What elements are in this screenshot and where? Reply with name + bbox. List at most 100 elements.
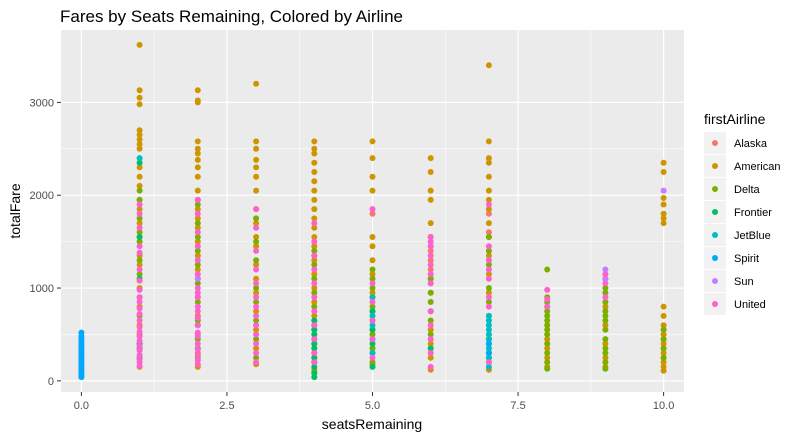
- data-point: [136, 261, 143, 268]
- data-point: [136, 317, 143, 324]
- data-point: [136, 127, 143, 134]
- data-point: [253, 206, 260, 213]
- legend-swatch: [712, 140, 718, 146]
- data-point: [253, 173, 260, 180]
- data-point: [369, 350, 376, 356]
- data-point: [602, 312, 609, 319]
- data-point: [194, 138, 201, 145]
- data-point: [311, 289, 318, 296]
- data-point: [136, 363, 143, 369]
- data-point: [660, 322, 667, 329]
- data-point: [369, 275, 376, 282]
- data-point: [485, 275, 492, 282]
- data-point: [427, 169, 434, 175]
- data-point: [369, 266, 376, 273]
- data-point: [194, 187, 201, 194]
- data-point: [194, 340, 201, 347]
- data-point: [136, 243, 143, 250]
- data-point: [485, 187, 492, 194]
- data-point: [369, 317, 376, 324]
- y-axis: 0 1000 2000 3000: [30, 97, 61, 388]
- data-point: [311, 159, 318, 166]
- data-point: [602, 280, 609, 287]
- data-point: [253, 145, 260, 152]
- data-point: [311, 238, 318, 245]
- data-point: [194, 257, 201, 264]
- data-point: [660, 331, 667, 338]
- data-point: [369, 312, 376, 319]
- data-point: [427, 308, 434, 315]
- data-point: [253, 247, 260, 254]
- data-point: [194, 314, 201, 321]
- data-point: [660, 159, 667, 166]
- data-point: [544, 303, 551, 310]
- data-point: [427, 271, 434, 278]
- legend-swatch: [712, 301, 718, 307]
- data-point: [485, 271, 492, 278]
- data-point: [136, 155, 143, 162]
- data-point: [369, 331, 376, 338]
- data-point: [369, 340, 376, 347]
- data-point: [660, 195, 667, 201]
- data-point: [369, 289, 376, 296]
- data-point: [369, 359, 376, 366]
- data-point: [660, 350, 667, 356]
- data-point: [194, 261, 201, 268]
- data-point: [311, 271, 318, 278]
- data-point: [253, 331, 260, 338]
- data-point: [485, 354, 492, 361]
- data-point: [253, 187, 260, 194]
- data-point: [136, 286, 143, 293]
- data-point: [485, 322, 492, 329]
- legend-item: Spirit: [704, 247, 759, 269]
- data-point: [544, 326, 551, 333]
- data-point: [427, 275, 434, 282]
- legend-swatch: [712, 232, 718, 238]
- data-point: [427, 220, 434, 227]
- data-point: [253, 336, 260, 343]
- data-point: [311, 150, 318, 157]
- series-united: [136, 196, 609, 370]
- data-point: [369, 243, 376, 250]
- legend-title: firstAirline: [704, 111, 766, 127]
- legend-label: Delta: [734, 184, 761, 196]
- data-point: [427, 345, 434, 352]
- data-point: [253, 220, 260, 227]
- data-point: [194, 99, 201, 106]
- data-point: [485, 331, 492, 338]
- data-point: [311, 234, 318, 240]
- data-point: [136, 277, 143, 284]
- data-point: [136, 136, 143, 143]
- data-point: [311, 340, 318, 347]
- data-point: [136, 342, 143, 349]
- data-point: [544, 340, 551, 347]
- data-point: [253, 257, 260, 264]
- data-point: [427, 331, 434, 338]
- data-point: [485, 196, 492, 203]
- data-point: [136, 131, 143, 138]
- data-point: [136, 234, 143, 240]
- data-point: [253, 80, 260, 87]
- data-point: [311, 299, 318, 305]
- data-point: [136, 299, 143, 305]
- data-point: [253, 234, 260, 240]
- chart-title: Fares by Seats Remaining, Colored by Air…: [60, 7, 403, 26]
- data-point: [311, 336, 318, 343]
- data-point: [369, 294, 376, 301]
- data-point: [427, 234, 434, 240]
- data-point: [369, 257, 376, 264]
- data-point: [602, 289, 609, 296]
- data-point: [194, 351, 201, 358]
- data-point: [427, 238, 434, 245]
- data-point: [253, 322, 260, 329]
- data-point: [253, 312, 260, 319]
- data-point: [311, 138, 318, 145]
- data-point: [194, 196, 201, 203]
- legend-swatch: [712, 163, 718, 169]
- data-point: [485, 345, 492, 352]
- data-point: [544, 317, 551, 324]
- data-point: [660, 312, 667, 319]
- legend-label: Frontier: [734, 207, 772, 219]
- data-point: [136, 328, 143, 335]
- data-point: [485, 62, 492, 69]
